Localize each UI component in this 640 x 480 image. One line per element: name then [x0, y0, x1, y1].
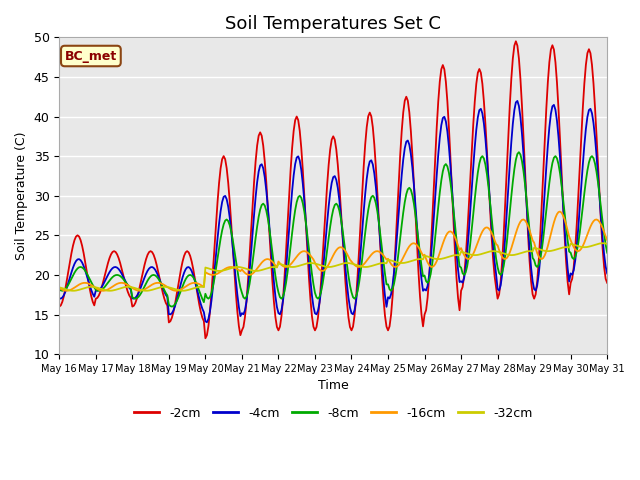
Title: Soil Temperatures Set C: Soil Temperatures Set C [225, 15, 441, 33]
Y-axis label: Soil Temperature (C): Soil Temperature (C) [15, 132, 28, 260]
Text: BC_met: BC_met [65, 49, 117, 62]
Legend: -2cm, -4cm, -8cm, -16cm, -32cm: -2cm, -4cm, -8cm, -16cm, -32cm [129, 402, 538, 424]
X-axis label: Time: Time [318, 379, 349, 392]
